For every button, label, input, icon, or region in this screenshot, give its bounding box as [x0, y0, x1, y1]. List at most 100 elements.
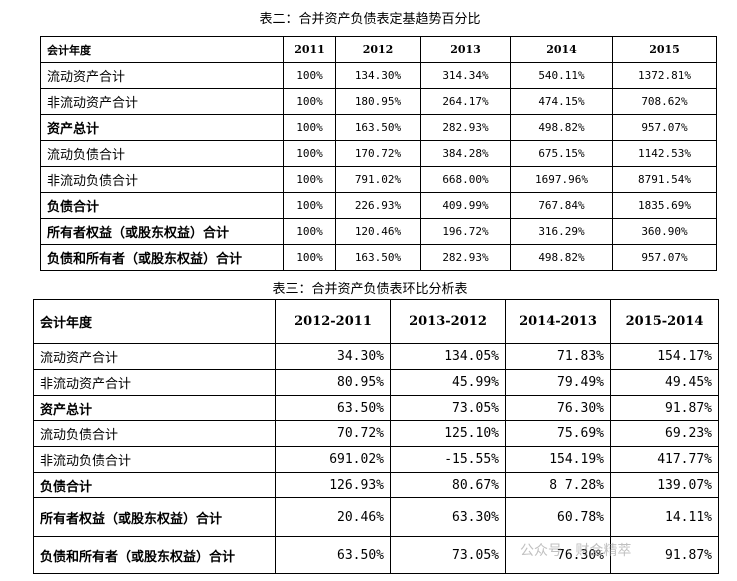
- row-label: 非流动负债合计: [40, 166, 284, 193]
- cell: 154.17%: [610, 343, 719, 370]
- table-row: 非流动资产合计 100% 180.95% 264.17% 474.15% 708.62%: [40, 88, 717, 115]
- cell: 8791.54%: [612, 166, 717, 193]
- row-label: 负债合计: [40, 192, 284, 219]
- trend-table: 会计年度 2011 2012 2013 2014 2015 流动资产合计 100% 134.30…: [40, 36, 717, 271]
- cell: 126.93%: [275, 472, 391, 498]
- table-row: 流动资产合计 100% 134.30% 314.34% 540.11% 1372.81%: [40, 62, 717, 89]
- cell: 314.34%: [420, 62, 511, 89]
- table-row: 负债和所有者（或股东权益）合计 100% 163.50% 282.93% 498.82%…: [40, 244, 717, 271]
- cell: 100%: [283, 114, 336, 141]
- cell: 1372.81%: [612, 62, 717, 89]
- row-label: 非流动资产合计: [40, 88, 284, 115]
- cell: 2014-2013: [505, 299, 611, 344]
- cell: 14.11%: [610, 497, 719, 537]
- cell: 675.15%: [510, 140, 613, 167]
- cell: 134.30%: [335, 62, 421, 89]
- cell: 498.82%: [510, 114, 613, 141]
- table-row: 流动负债合计 70.72% 125.10% 75.69% 69.23%: [33, 420, 719, 447]
- table-row: 负债合计 126.93% 80.67% 8 7.28% 139.07%: [33, 472, 719, 498]
- table-row: 会计年度 2011 2012 2013 2014 2015: [40, 36, 717, 63]
- table-row: 负债合计 100% 226.93% 409.99% 767.84% 1835.69%: [40, 192, 717, 219]
- table-row: 资产总计 100% 163.50% 282.93% 498.82% 957.07%: [40, 114, 717, 141]
- cell: 100%: [283, 166, 336, 193]
- cell: 264.17%: [420, 88, 511, 115]
- cell: 540.11%: [510, 62, 613, 89]
- cell: -15.55%: [390, 446, 506, 473]
- cell: 76.30%: [505, 536, 611, 574]
- cell: 69.23%: [610, 420, 719, 447]
- table-row: 负债和所有者（或股东权益）合计 63.50% 73.05% 76.30% 91.87%: [33, 536, 719, 574]
- cell: 384.28%: [420, 140, 511, 167]
- cell: 49.45%: [610, 369, 719, 396]
- cell: 282.93%: [420, 244, 511, 271]
- cell: 63.30%: [390, 497, 506, 537]
- cell: 360.90%: [612, 218, 717, 245]
- cell: 100%: [283, 140, 336, 167]
- row-label: 资产总计: [40, 114, 284, 141]
- cell: 100%: [283, 88, 336, 115]
- row-label: 所有者权益（或股东权益）合计: [33, 497, 276, 537]
- cell: 2015-2014: [610, 299, 719, 344]
- cell: 498.82%: [510, 244, 613, 271]
- cell: 2014: [510, 36, 613, 63]
- cell: 691.02%: [275, 446, 391, 473]
- row-label: 负债和所有者（或股东权益）合计: [40, 244, 284, 271]
- row-label: 负债和所有者（或股东权益）合计: [33, 536, 276, 574]
- ratio-table: 会计年度 2012-2011 2013-2012 2014-2013 2015-2014…: [33, 299, 719, 574]
- cell: 1142.53%: [612, 140, 717, 167]
- cell: 474.15%: [510, 88, 613, 115]
- row-label: 流动负债合计: [40, 140, 284, 167]
- cell: 80.67%: [390, 472, 506, 498]
- table-row: 所有者权益（或股东权益）合计 20.46% 63.30% 60.78% 14.11%: [33, 497, 719, 537]
- cell: 120.46%: [335, 218, 421, 245]
- cell: 75.69%: [505, 420, 611, 447]
- table-row: 流动资产合计 34.30% 134.05% 71.83% 154.17%: [33, 343, 719, 370]
- cell: 8 7.28%: [505, 472, 611, 498]
- row-label: 会计年度: [40, 36, 284, 63]
- table-title: 表二：合并资产负债表定基趋势百分比: [259, 12, 481, 27]
- cell: 1835.69%: [612, 192, 717, 219]
- watermark: 公众号 · 财会精萃: [520, 543, 632, 559]
- cell: 957.07%: [612, 114, 717, 141]
- cell: 2012: [335, 36, 421, 63]
- cell: 76.30%: [505, 395, 611, 421]
- cell: 163.50%: [335, 114, 421, 141]
- cell: 100%: [283, 218, 336, 245]
- cell: 63.50%: [275, 536, 391, 574]
- table-title: 表三：合并资产负债表环比分析表: [272, 282, 468, 297]
- row-label: 流动负债合计: [33, 420, 276, 447]
- cell: 226.93%: [335, 192, 421, 219]
- cell: 91.87%: [610, 536, 719, 574]
- cell: 91.87%: [610, 395, 719, 421]
- table-row: 非流动负债合计 100% 791.02% 668.00% 1697.96% 8791.54…: [40, 166, 717, 193]
- cell: 163.50%: [335, 244, 421, 271]
- table-row: 非流动资产合计 80.95% 45.99% 79.49% 49.45%: [33, 369, 719, 396]
- cell: 417.77%: [610, 446, 719, 473]
- cell: 79.49%: [505, 369, 611, 396]
- row-label: 非流动负债合计: [33, 446, 276, 473]
- table-row: 流动负债合计 100% 170.72% 384.28% 675.15% 1142.53%: [40, 140, 717, 167]
- table-row: 会计年度 2012-2011 2013-2012 2014-2013 2015-2014: [33, 299, 719, 344]
- cell: 80.95%: [275, 369, 391, 396]
- cell: 708.62%: [612, 88, 717, 115]
- cell: 1697.96%: [510, 166, 613, 193]
- cell: 20.46%: [275, 497, 391, 537]
- cell: 70.72%: [275, 420, 391, 447]
- cell: 154.19%: [505, 446, 611, 473]
- row-label: 会计年度: [33, 299, 276, 344]
- cell: 180.95%: [335, 88, 421, 115]
- row-label: 非流动资产合计: [33, 369, 276, 396]
- cell: 2013: [420, 36, 511, 63]
- cell: 170.72%: [335, 140, 421, 167]
- row-label: 资产总计: [33, 395, 276, 421]
- row-label: 流动资产合计: [40, 62, 284, 89]
- cell: 316.29%: [510, 218, 613, 245]
- row-label: 负债合计: [33, 472, 276, 498]
- cell: 2015: [612, 36, 717, 63]
- cell: 73.05%: [390, 536, 506, 574]
- cell: 767.84%: [510, 192, 613, 219]
- table-row: 所有者权益（或股东权益）合计 100% 120.46% 196.72% 316.29% 3…: [40, 218, 717, 245]
- cell: 791.02%: [335, 166, 421, 193]
- cell: 34.30%: [275, 343, 391, 370]
